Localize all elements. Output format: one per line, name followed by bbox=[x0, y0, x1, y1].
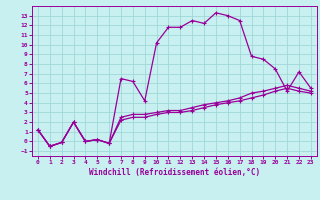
X-axis label: Windchill (Refroidissement éolien,°C): Windchill (Refroidissement éolien,°C) bbox=[89, 168, 260, 177]
